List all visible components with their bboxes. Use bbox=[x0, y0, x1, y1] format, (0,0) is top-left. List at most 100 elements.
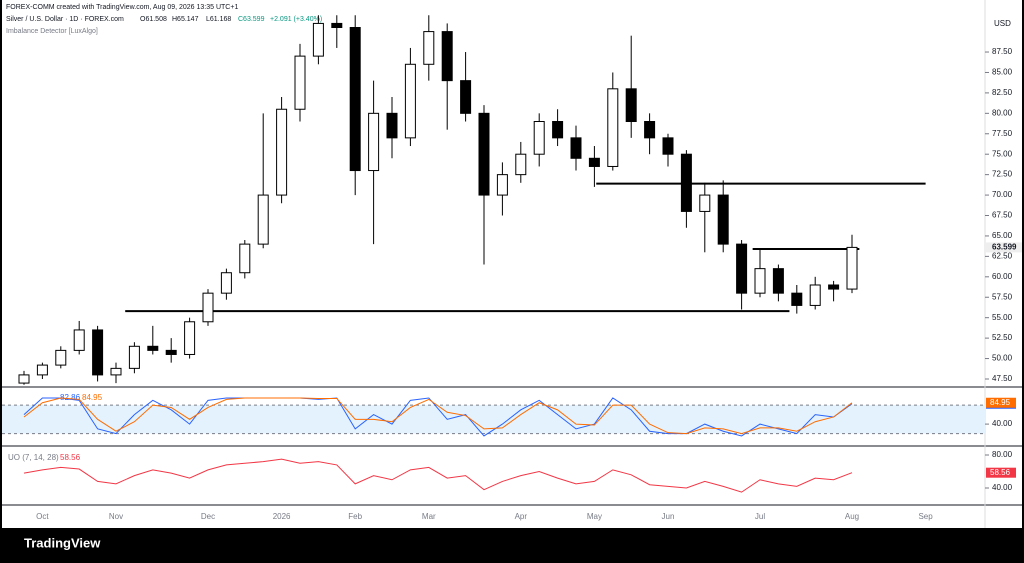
y-tick-label: 52.50 bbox=[992, 333, 1013, 342]
candle-body bbox=[478, 112, 490, 196]
candle-body bbox=[570, 137, 582, 159]
y-tick-label: 50.00 bbox=[992, 354, 1013, 363]
indicator-name: Imbalance Detector [LuxAlgo] bbox=[6, 28, 98, 35]
y-tick-label: 70.00 bbox=[992, 190, 1013, 199]
x-tick-label: May bbox=[587, 512, 602, 521]
candle-body bbox=[386, 112, 398, 139]
indicator-line bbox=[23, 397, 853, 435]
candle-body bbox=[257, 194, 269, 245]
candle-body bbox=[736, 243, 748, 294]
candle-body bbox=[644, 121, 656, 139]
candle-body bbox=[294, 55, 306, 110]
value-tag: 84.95 bbox=[990, 398, 1011, 407]
x-tick-label: Nov bbox=[109, 512, 123, 521]
indicator-line bbox=[23, 458, 853, 493]
y-tick-label: 65.00 bbox=[992, 231, 1013, 240]
value-tag: 58.56 bbox=[990, 468, 1011, 477]
candle-body bbox=[846, 246, 858, 290]
candle-body bbox=[423, 31, 435, 65]
x-tick-label: Apr bbox=[515, 512, 528, 521]
y-tick-label: 47.50 bbox=[992, 374, 1013, 383]
candle-body bbox=[717, 194, 729, 245]
x-tick-label: Jun bbox=[662, 512, 675, 521]
candle-body bbox=[110, 367, 122, 376]
candle-body bbox=[680, 153, 692, 212]
y-tick-label: 80.00 bbox=[992, 450, 1013, 459]
candle-body bbox=[202, 292, 214, 323]
candle-body bbox=[496, 174, 508, 196]
ohlc-low: L61.168 bbox=[206, 16, 231, 23]
y-tick-label: 60.00 bbox=[992, 272, 1013, 281]
x-tick-label: Oct bbox=[36, 512, 49, 521]
candle-body bbox=[73, 329, 85, 351]
candle-body bbox=[515, 153, 527, 176]
x-tick-label: Jul bbox=[755, 512, 765, 521]
candle-body bbox=[588, 157, 600, 167]
ohlc-close: C63.599 bbox=[238, 16, 265, 23]
candle-body bbox=[754, 268, 766, 294]
x-tick-label: Mar bbox=[422, 512, 436, 521]
value-tag-bg bbox=[986, 467, 1016, 478]
y-tick-label: 75.00 bbox=[992, 149, 1013, 158]
candle-body bbox=[147, 345, 159, 351]
y-tick-label: 77.50 bbox=[992, 129, 1013, 138]
candle-body bbox=[55, 349, 67, 366]
y-tick-label: 62.50 bbox=[992, 251, 1013, 260]
candle-body bbox=[331, 22, 343, 29]
candle-body bbox=[368, 112, 380, 172]
candle-body bbox=[772, 268, 784, 294]
candle-body bbox=[791, 292, 803, 306]
candle-body bbox=[699, 194, 711, 212]
pane-title: UO (7, 14, 28) bbox=[8, 453, 59, 462]
credit: FOREX-COMM created with TradingView.com,… bbox=[6, 4, 238, 11]
legend-value: 82.86 bbox=[60, 393, 81, 402]
candle-body bbox=[809, 284, 821, 306]
price-tag: 63.599 bbox=[992, 243, 1017, 252]
y-tick-label: 82.50 bbox=[992, 88, 1013, 97]
candle-body bbox=[460, 80, 472, 114]
ohlc-change: +2.091 (+3.40%) bbox=[270, 16, 322, 23]
y-tick-label: 55.00 bbox=[992, 313, 1013, 322]
candle-body bbox=[552, 121, 564, 139]
candle-body bbox=[828, 284, 840, 290]
x-tick-label: Dec bbox=[201, 512, 215, 521]
currency: USD bbox=[994, 19, 1011, 28]
x-tick-label: Aug bbox=[845, 512, 859, 521]
candle-body bbox=[165, 349, 177, 355]
ohlc-high: H65.147 bbox=[172, 16, 199, 23]
y-tick-label: 80.00 bbox=[992, 108, 1013, 117]
y-tick-label: 87.50 bbox=[992, 47, 1013, 56]
y-tick-label: 85.00 bbox=[992, 68, 1013, 77]
indicator-line bbox=[23, 397, 853, 437]
candle-body bbox=[312, 22, 324, 57]
candle-body bbox=[441, 31, 453, 82]
y-tick-label: 40.00 bbox=[992, 419, 1013, 428]
legend-value: 58.56 bbox=[60, 453, 81, 462]
ohlc-open: O61.508 bbox=[140, 16, 167, 23]
candle-body bbox=[18, 374, 30, 384]
candle-body bbox=[220, 272, 232, 294]
candle-body bbox=[662, 137, 674, 155]
legend-value: 84.95 bbox=[82, 393, 103, 402]
chart-background bbox=[2, 0, 1022, 528]
y-tick-label: 57.50 bbox=[992, 292, 1013, 301]
x-tick-label: Feb bbox=[348, 512, 362, 521]
symbol: Silver / U.S. Dollar · 1D · FOREX.com bbox=[6, 16, 124, 23]
y-tick-label: 72.50 bbox=[992, 170, 1013, 179]
candle-body bbox=[404, 63, 416, 139]
candle-body bbox=[239, 243, 251, 274]
candle-body bbox=[349, 27, 361, 172]
candle-body bbox=[184, 321, 196, 355]
value-tag-bg bbox=[986, 397, 1016, 408]
y-tick-label: 40.00 bbox=[992, 483, 1013, 492]
y-tick-label: 67.50 bbox=[992, 211, 1013, 220]
logo: TradingView bbox=[24, 535, 101, 550]
candle-body bbox=[128, 345, 140, 369]
candle-body bbox=[92, 329, 104, 376]
candle-body bbox=[607, 88, 619, 167]
candle-body bbox=[36, 364, 48, 376]
price-tag-bg bbox=[986, 242, 1022, 253]
candle-body bbox=[276, 108, 288, 196]
candle-body bbox=[533, 121, 545, 155]
